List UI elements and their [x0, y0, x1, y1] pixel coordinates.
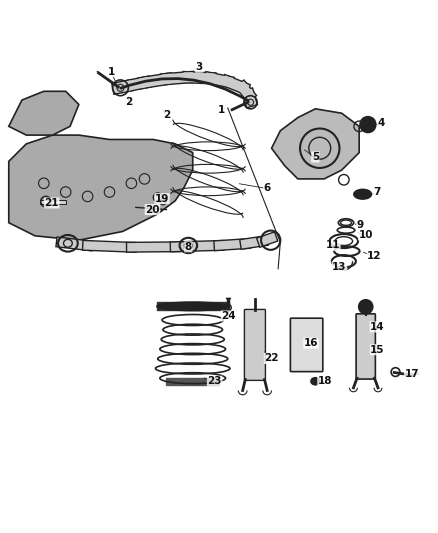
Text: 12: 12 — [367, 251, 382, 261]
Text: 18: 18 — [318, 376, 332, 386]
Ellipse shape — [311, 378, 320, 385]
Text: 9: 9 — [357, 220, 364, 230]
Text: 20: 20 — [145, 205, 160, 215]
Text: 10: 10 — [358, 230, 373, 240]
Text: 14: 14 — [370, 322, 385, 332]
Text: 15: 15 — [370, 345, 385, 355]
Text: 1: 1 — [108, 67, 115, 77]
Text: 16: 16 — [304, 338, 318, 348]
Text: 17: 17 — [404, 369, 419, 379]
Circle shape — [360, 117, 376, 133]
Text: 2: 2 — [163, 110, 170, 120]
Text: 2: 2 — [126, 97, 133, 107]
Ellipse shape — [356, 191, 370, 198]
Text: 24: 24 — [221, 311, 236, 321]
Text: 19: 19 — [155, 193, 169, 204]
Text: 8: 8 — [185, 242, 192, 252]
Text: 7: 7 — [373, 187, 380, 197]
FancyBboxPatch shape — [244, 310, 265, 381]
FancyBboxPatch shape — [290, 318, 323, 372]
Text: 6: 6 — [264, 183, 271, 192]
Text: 13: 13 — [332, 262, 347, 271]
Ellipse shape — [354, 189, 371, 199]
Text: 23: 23 — [207, 376, 222, 386]
Circle shape — [359, 300, 373, 314]
Text: 11: 11 — [325, 240, 340, 251]
FancyBboxPatch shape — [356, 314, 375, 379]
Text: 22: 22 — [264, 353, 279, 364]
Polygon shape — [272, 109, 359, 179]
Text: 4: 4 — [378, 118, 385, 128]
Polygon shape — [9, 135, 193, 240]
Ellipse shape — [157, 302, 229, 311]
Text: 5: 5 — [312, 152, 319, 162]
Text: 21: 21 — [44, 198, 59, 208]
Text: 1: 1 — [218, 104, 225, 115]
Polygon shape — [9, 91, 79, 135]
Text: 3: 3 — [196, 62, 203, 72]
